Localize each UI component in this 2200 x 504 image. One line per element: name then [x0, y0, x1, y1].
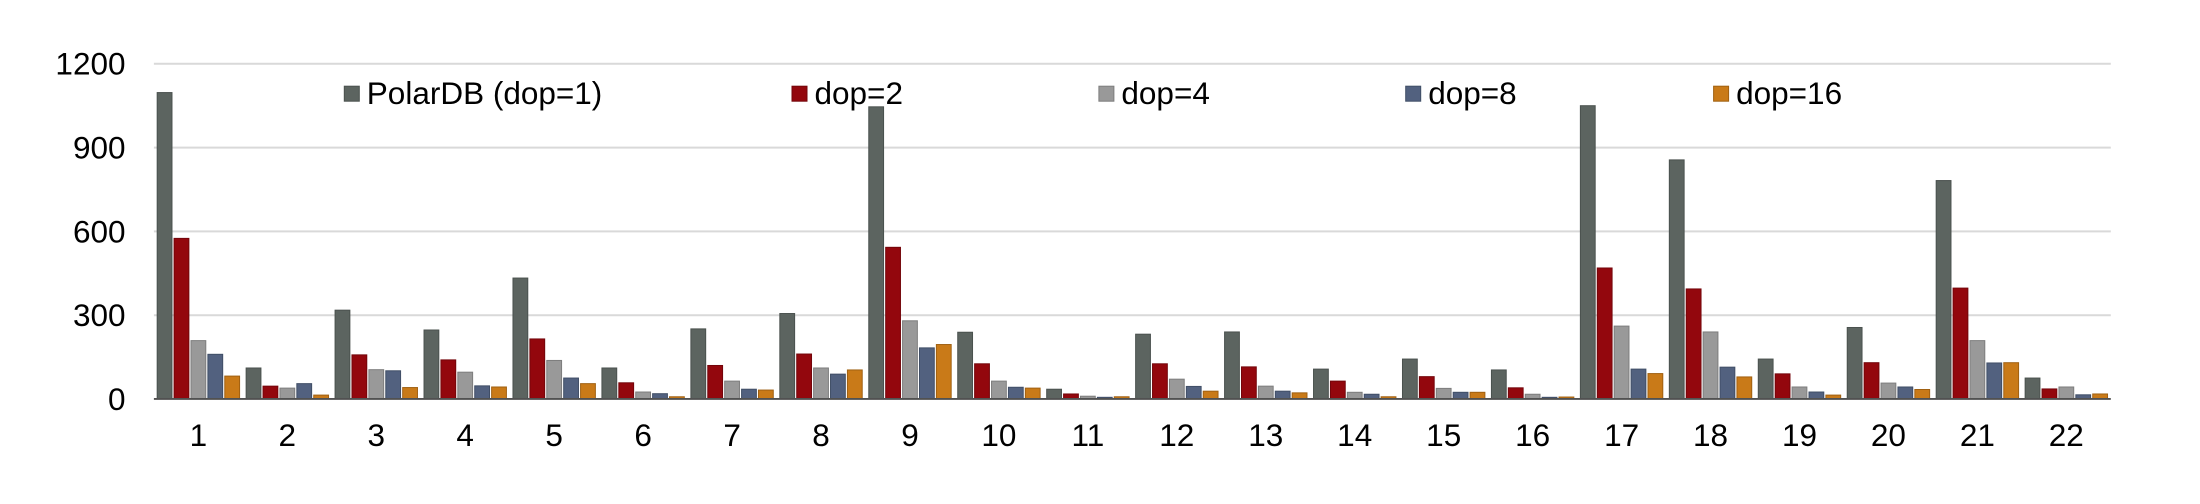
svg-text:21: 21 — [1960, 417, 1995, 453]
svg-text:8: 8 — [812, 417, 830, 453]
svg-text:17: 17 — [1604, 417, 1639, 453]
svg-text:22: 22 — [2049, 417, 2084, 453]
svg-text:19: 19 — [1782, 417, 1817, 453]
svg-text:1200: 1200 — [55, 46, 125, 82]
svg-text:14: 14 — [1337, 417, 1372, 453]
svg-text:2: 2 — [279, 417, 297, 453]
svg-text:6: 6 — [634, 417, 652, 453]
svg-text:15: 15 — [1426, 417, 1461, 453]
svg-text:9: 9 — [901, 417, 919, 453]
svg-text:18: 18 — [1693, 417, 1728, 453]
svg-text:4: 4 — [456, 417, 474, 453]
svg-text:5: 5 — [545, 417, 563, 453]
svg-text:13: 13 — [1248, 417, 1283, 453]
svg-text:600: 600 — [73, 213, 126, 249]
svg-text:0: 0 — [108, 381, 126, 417]
svg-text:16: 16 — [1515, 417, 1550, 453]
svg-text:PolarDB (dop=1): PolarDB (dop=1) — [367, 75, 603, 111]
svg-text:dop=2: dop=2 — [815, 75, 903, 111]
svg-text:dop=16: dop=16 — [1736, 75, 1842, 111]
svg-text:10: 10 — [981, 417, 1016, 453]
svg-text:1: 1 — [190, 417, 208, 453]
svg-text:dop=4: dop=4 — [1121, 75, 1209, 111]
svg-text:20: 20 — [1871, 417, 1906, 453]
svg-text:7: 7 — [723, 417, 741, 453]
svg-text:dop=8: dop=8 — [1428, 75, 1516, 111]
svg-text:12: 12 — [1159, 417, 1194, 453]
svg-text:900: 900 — [73, 130, 126, 166]
svg-text:300: 300 — [73, 297, 126, 333]
svg-text:3: 3 — [368, 417, 386, 453]
svg-text:11: 11 — [1072, 417, 1105, 453]
